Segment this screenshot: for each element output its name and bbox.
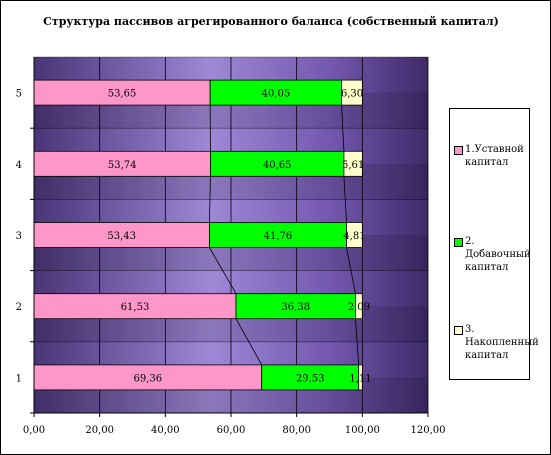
bar-nakoplenny (355, 293, 363, 320)
bar-ustavnoy (33, 364, 263, 391)
bar-nakoplenny (358, 364, 363, 391)
legend-swatch-nakoplenny (454, 326, 463, 335)
series-line (346, 247, 356, 294)
bar-ustavnoy (33, 293, 237, 320)
bar-ustavnoy (33, 222, 210, 248)
series-line (355, 318, 360, 365)
x-tick-label: 120,00 (411, 425, 446, 436)
data-label-nakoplenny: 5,61 (342, 160, 364, 171)
bar-dobavochny (209, 79, 343, 106)
x-tick-label: 40,00 (151, 425, 180, 436)
bar-dobavochny (261, 364, 360, 391)
legend-label-ustavnoy: 1.Уставной капитал (465, 144, 524, 168)
legend: 1.Уставной капитал 2. Добавочный капитал… (449, 108, 539, 380)
bar-dobavochny (210, 150, 345, 177)
series-line (343, 176, 347, 223)
data-label-dobavochny: 40,05 (262, 89, 291, 100)
legend-label-nakoplenny: 3. Накопленный капитал (465, 324, 539, 361)
data-label-nakoplenny: 2,09 (348, 302, 370, 313)
x-tick-label: 20,00 (85, 425, 114, 436)
y-tick-label: 2 (16, 302, 22, 313)
bar-dobavochny (209, 222, 347, 248)
data-label-ustavnoy: 53,74 (108, 160, 137, 171)
bar-ustavnoy (33, 150, 211, 177)
data-label-ustavnoy: 53,43 (107, 231, 136, 242)
data-label-dobavochny: 29,53 (296, 373, 325, 384)
bar-nakoplenny (343, 150, 363, 177)
legend-swatch-ustavnoy (454, 146, 463, 155)
data-label-dobavochny: 40,65 (263, 160, 292, 171)
data-label-ustavnoy: 69,36 (134, 373, 163, 384)
data-label-ustavnoy: 53,65 (108, 89, 137, 100)
y-tick-label: 4 (16, 160, 22, 171)
series-line (235, 318, 263, 366)
y-tick-label: 1 (16, 373, 22, 384)
data-label-dobavochny: 36,38 (281, 302, 310, 313)
y-tick-label: 5 (16, 89, 22, 100)
data-label-nakoplenny: 6,30 (341, 89, 363, 100)
x-tick-label: 80,00 (282, 425, 311, 436)
data-label-nakoplenny: 1,11 (349, 373, 371, 384)
bar-dobavochny (235, 293, 356, 320)
y-tick-label: 3 (16, 231, 22, 242)
bar-nakoplenny (341, 79, 363, 106)
legend-label-dobavochny: 2. Добавочный капитал (465, 236, 531, 273)
chart-title: Структура пассивов агрегированного балан… (43, 15, 499, 28)
data-label-nakoplenny: 4,81 (343, 231, 365, 242)
x-tick-label: 0,00 (23, 425, 45, 436)
data-label-dobavochny: 41,76 (264, 231, 293, 242)
bar-ustavnoy (33, 79, 211, 106)
x-tick-label: 60,00 (217, 425, 246, 436)
x-tick-label: 100,00 (345, 425, 380, 436)
bar-nakoplenny (346, 222, 363, 248)
data-label-ustavnoy: 61,53 (121, 302, 150, 313)
legend-swatch-dobavochny (454, 238, 463, 247)
series-line (209, 247, 237, 294)
series-line (209, 176, 211, 223)
series-line (341, 105, 345, 152)
